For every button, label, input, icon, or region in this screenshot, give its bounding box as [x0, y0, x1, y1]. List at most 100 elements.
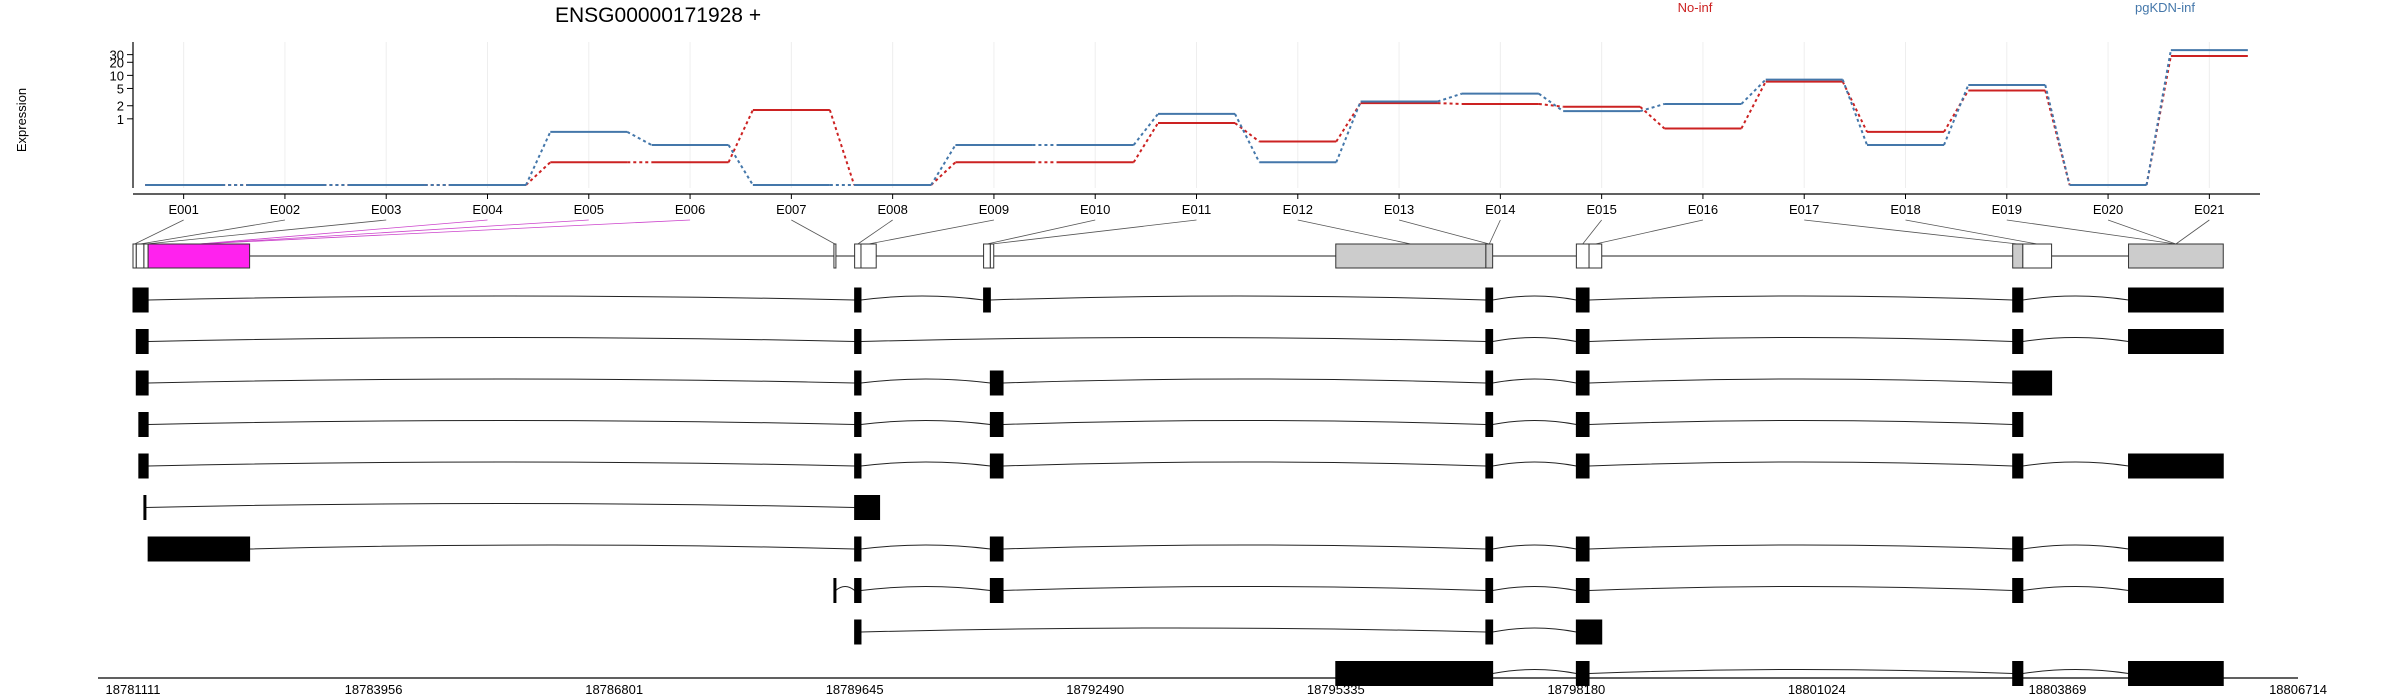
transcript-exon: [2012, 661, 2024, 686]
series-connector: [1335, 101, 1362, 163]
transcript-exon: [2128, 453, 2224, 479]
transcript-exon: [854, 578, 862, 603]
exon-tick-label: E010: [1080, 202, 1110, 217]
transcript-intron: [1335, 669, 2224, 674]
gene-model-exon: [1485, 243, 1494, 269]
gene-model-exon: [2128, 243, 2224, 269]
transcript-exon: [2128, 287, 2224, 313]
transcript-intron: [138, 420, 2023, 425]
gene-model-exon: [1335, 243, 1487, 269]
transcript-exon: [989, 578, 1004, 603]
exon-connector: [1582, 219, 1602, 245]
genomic-tick-label: 18789645: [826, 682, 884, 697]
genomic-tick-label: 18801024: [1788, 682, 1846, 697]
transcript-exon: [1575, 661, 1590, 686]
transcript-tracks: [132, 287, 2224, 686]
genomic-tick-label: 18803869: [2029, 682, 2087, 697]
transcript-exon: [1575, 578, 1590, 603]
transcript-exon: [1575, 329, 1590, 354]
transcript-exon: [983, 287, 991, 313]
gene-model-track: [132, 243, 2224, 269]
y-tick-label: 20: [110, 55, 124, 70]
series-connector: [1841, 81, 1868, 133]
exon-tick-label: E002: [270, 202, 300, 217]
exon-tick-label: E004: [472, 202, 502, 217]
exon-tick-label: E007: [776, 202, 806, 217]
gene-model-exon: [860, 243, 877, 269]
gene-model-exon: [135, 243, 145, 269]
gene-model-exon: [989, 243, 995, 269]
transcript-exon: [2012, 329, 2024, 354]
exon-connector: [986, 219, 1096, 245]
exon-tick-label: E015: [1586, 202, 1616, 217]
transcript-exon: [1485, 619, 1494, 645]
expression-lines: [145, 49, 2248, 186]
transcript-intron: [854, 627, 1602, 633]
transcript-exon: [1575, 536, 1590, 562]
transcript-exon: [2012, 370, 2053, 396]
gene-model-exon: [983, 243, 991, 269]
transcript-intron: [143, 503, 880, 508]
transcript-exon: [2012, 412, 2024, 437]
transcript-exon: [854, 495, 881, 520]
transcript-intron: [136, 337, 2224, 342]
exon-tick-label: E018: [1890, 202, 1920, 217]
exon-connector: [198, 219, 589, 245]
series-connector: [930, 161, 957, 186]
exon-axis: E001 E002 E003 E004 E005 E006 E007 E008 E009 E010…: [133, 193, 2260, 217]
transcript-exon: [138, 453, 149, 479]
exon-connector: [198, 219, 488, 245]
exon-tick-label: E014: [1485, 202, 1515, 217]
transcript-exon: [1485, 412, 1494, 437]
transcript-exon: [1485, 578, 1494, 603]
transcript-exon: [135, 329, 149, 354]
series-connector: [1639, 105, 1666, 130]
exon-connector: [1297, 219, 1411, 245]
gene-model-exon: [2012, 243, 2024, 269]
transcript-exon: [135, 370, 149, 396]
exon-tick-label: E001: [168, 202, 198, 217]
series-connector: [828, 109, 856, 186]
transcript-exon: [1575, 453, 1590, 479]
transcript-exon: [132, 287, 149, 313]
genomic-tick-label: 18783956: [345, 682, 403, 697]
exon-tick-label: E020: [2093, 202, 2123, 217]
transcript-exon: [1485, 536, 1494, 562]
y-tick-label: 10: [110, 68, 124, 83]
exon-connector: [1488, 219, 1501, 245]
exon-tick-label: E006: [675, 202, 705, 217]
exon-tick-label: E011: [1182, 202, 1211, 217]
exon-tick-label: E008: [877, 202, 907, 217]
exon-connector: [140, 219, 285, 245]
transcript-exon: [2012, 578, 2024, 603]
transcript-intron: [133, 295, 2224, 301]
y-tick-label: 5: [117, 81, 124, 96]
transcript-exon: [1485, 287, 1494, 313]
series-connector: [525, 131, 552, 186]
exon-tick-label: E016: [1688, 202, 1718, 217]
transcript-exon: [2012, 453, 2024, 479]
series-connector: [1639, 102, 1665, 113]
transcript-exon: [854, 329, 862, 354]
series-connector: [2044, 84, 2071, 186]
gene-model-exon: [2022, 243, 2053, 269]
transcript-exon: [989, 412, 1004, 437]
exon-connector: [868, 219, 995, 245]
transcript-intron: [136, 378, 2052, 384]
gene-model-exon: [854, 243, 862, 269]
exon-tick-label: E013: [1384, 202, 1414, 217]
exon-connector: [145, 219, 387, 245]
transcript-exon: [854, 412, 862, 437]
transcript-exon: [989, 453, 1004, 479]
exon-connector: [857, 219, 893, 245]
exon-tick-label: E021: [2194, 202, 2224, 217]
exon-connector: [791, 219, 836, 245]
genomic-tick-label: 18806714: [2269, 682, 2327, 697]
gene-model-exon: [1588, 243, 1603, 269]
transcript-exon: [854, 370, 862, 396]
transcript-exon: [1485, 329, 1494, 354]
y-tick-label: 30: [110, 48, 124, 63]
series-connector: [727, 109, 754, 163]
